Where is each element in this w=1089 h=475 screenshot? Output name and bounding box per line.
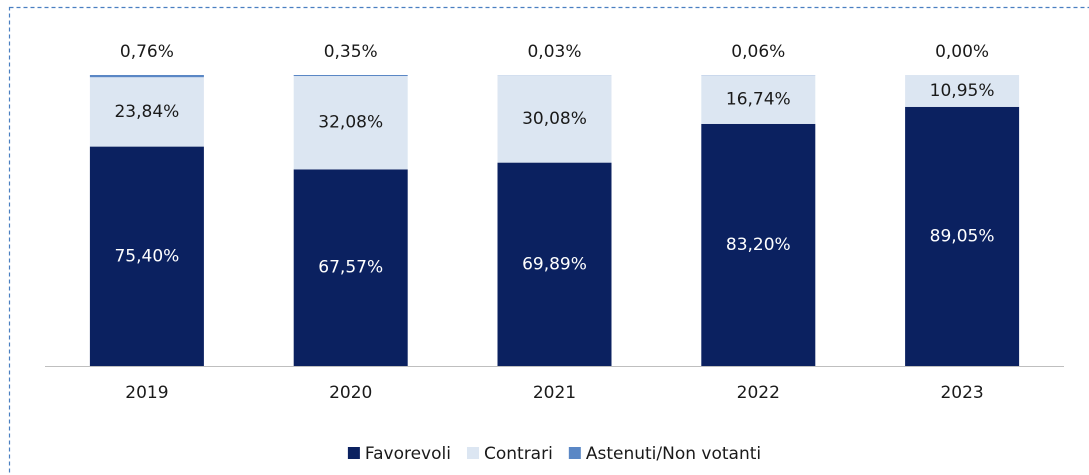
data-label: 0,03%	[527, 42, 581, 62]
x-tick-label: 2019	[125, 383, 168, 403]
data-label: 10,95%	[930, 81, 995, 101]
legend-label: Astenuti/Non votanti	[586, 444, 761, 464]
data-label: 0,76%	[120, 42, 174, 62]
data-label: 16,74%	[726, 90, 791, 110]
data-label: 0,00%	[935, 42, 989, 62]
bar-segment	[905, 106, 1020, 366]
bar-segment	[701, 123, 816, 366]
data-label: 69,89%	[522, 254, 587, 274]
bar-segment	[89, 77, 204, 147]
bar-segment	[905, 75, 1020, 107]
legend-swatch	[568, 447, 581, 459]
bar-segment	[701, 75, 816, 124]
x-tick-label: 2020	[329, 383, 372, 403]
x-tick-label: 2023	[940, 383, 983, 403]
bar-segment	[293, 169, 408, 366]
data-label: 67,57%	[318, 258, 383, 278]
bar-segment	[497, 75, 612, 163]
x-tick-label: 2021	[533, 383, 576, 403]
data-label: 0,35%	[324, 42, 378, 62]
data-label: 32,08%	[318, 113, 383, 133]
bar-segment	[293, 76, 408, 170]
bar-segment	[89, 146, 204, 366]
legend-label: Contrari	[484, 444, 553, 464]
bar-segment	[89, 75, 204, 78]
data-label: 0,06%	[731, 42, 785, 62]
data-label: 83,20%	[726, 235, 791, 255]
bar-segment	[293, 75, 408, 77]
frame	[8, 6, 1089, 475]
data-label: 75,40%	[114, 246, 179, 266]
data-label: 23,84%	[114, 102, 179, 122]
bar-segment	[497, 162, 612, 366]
legend-swatch	[466, 447, 479, 459]
x-tick-label: 2022	[737, 383, 780, 403]
legend-swatch	[347, 447, 360, 459]
data-label: 30,08%	[522, 109, 587, 129]
data-label: 89,05%	[930, 226, 995, 246]
legend-label: Favorevoli	[365, 444, 451, 464]
